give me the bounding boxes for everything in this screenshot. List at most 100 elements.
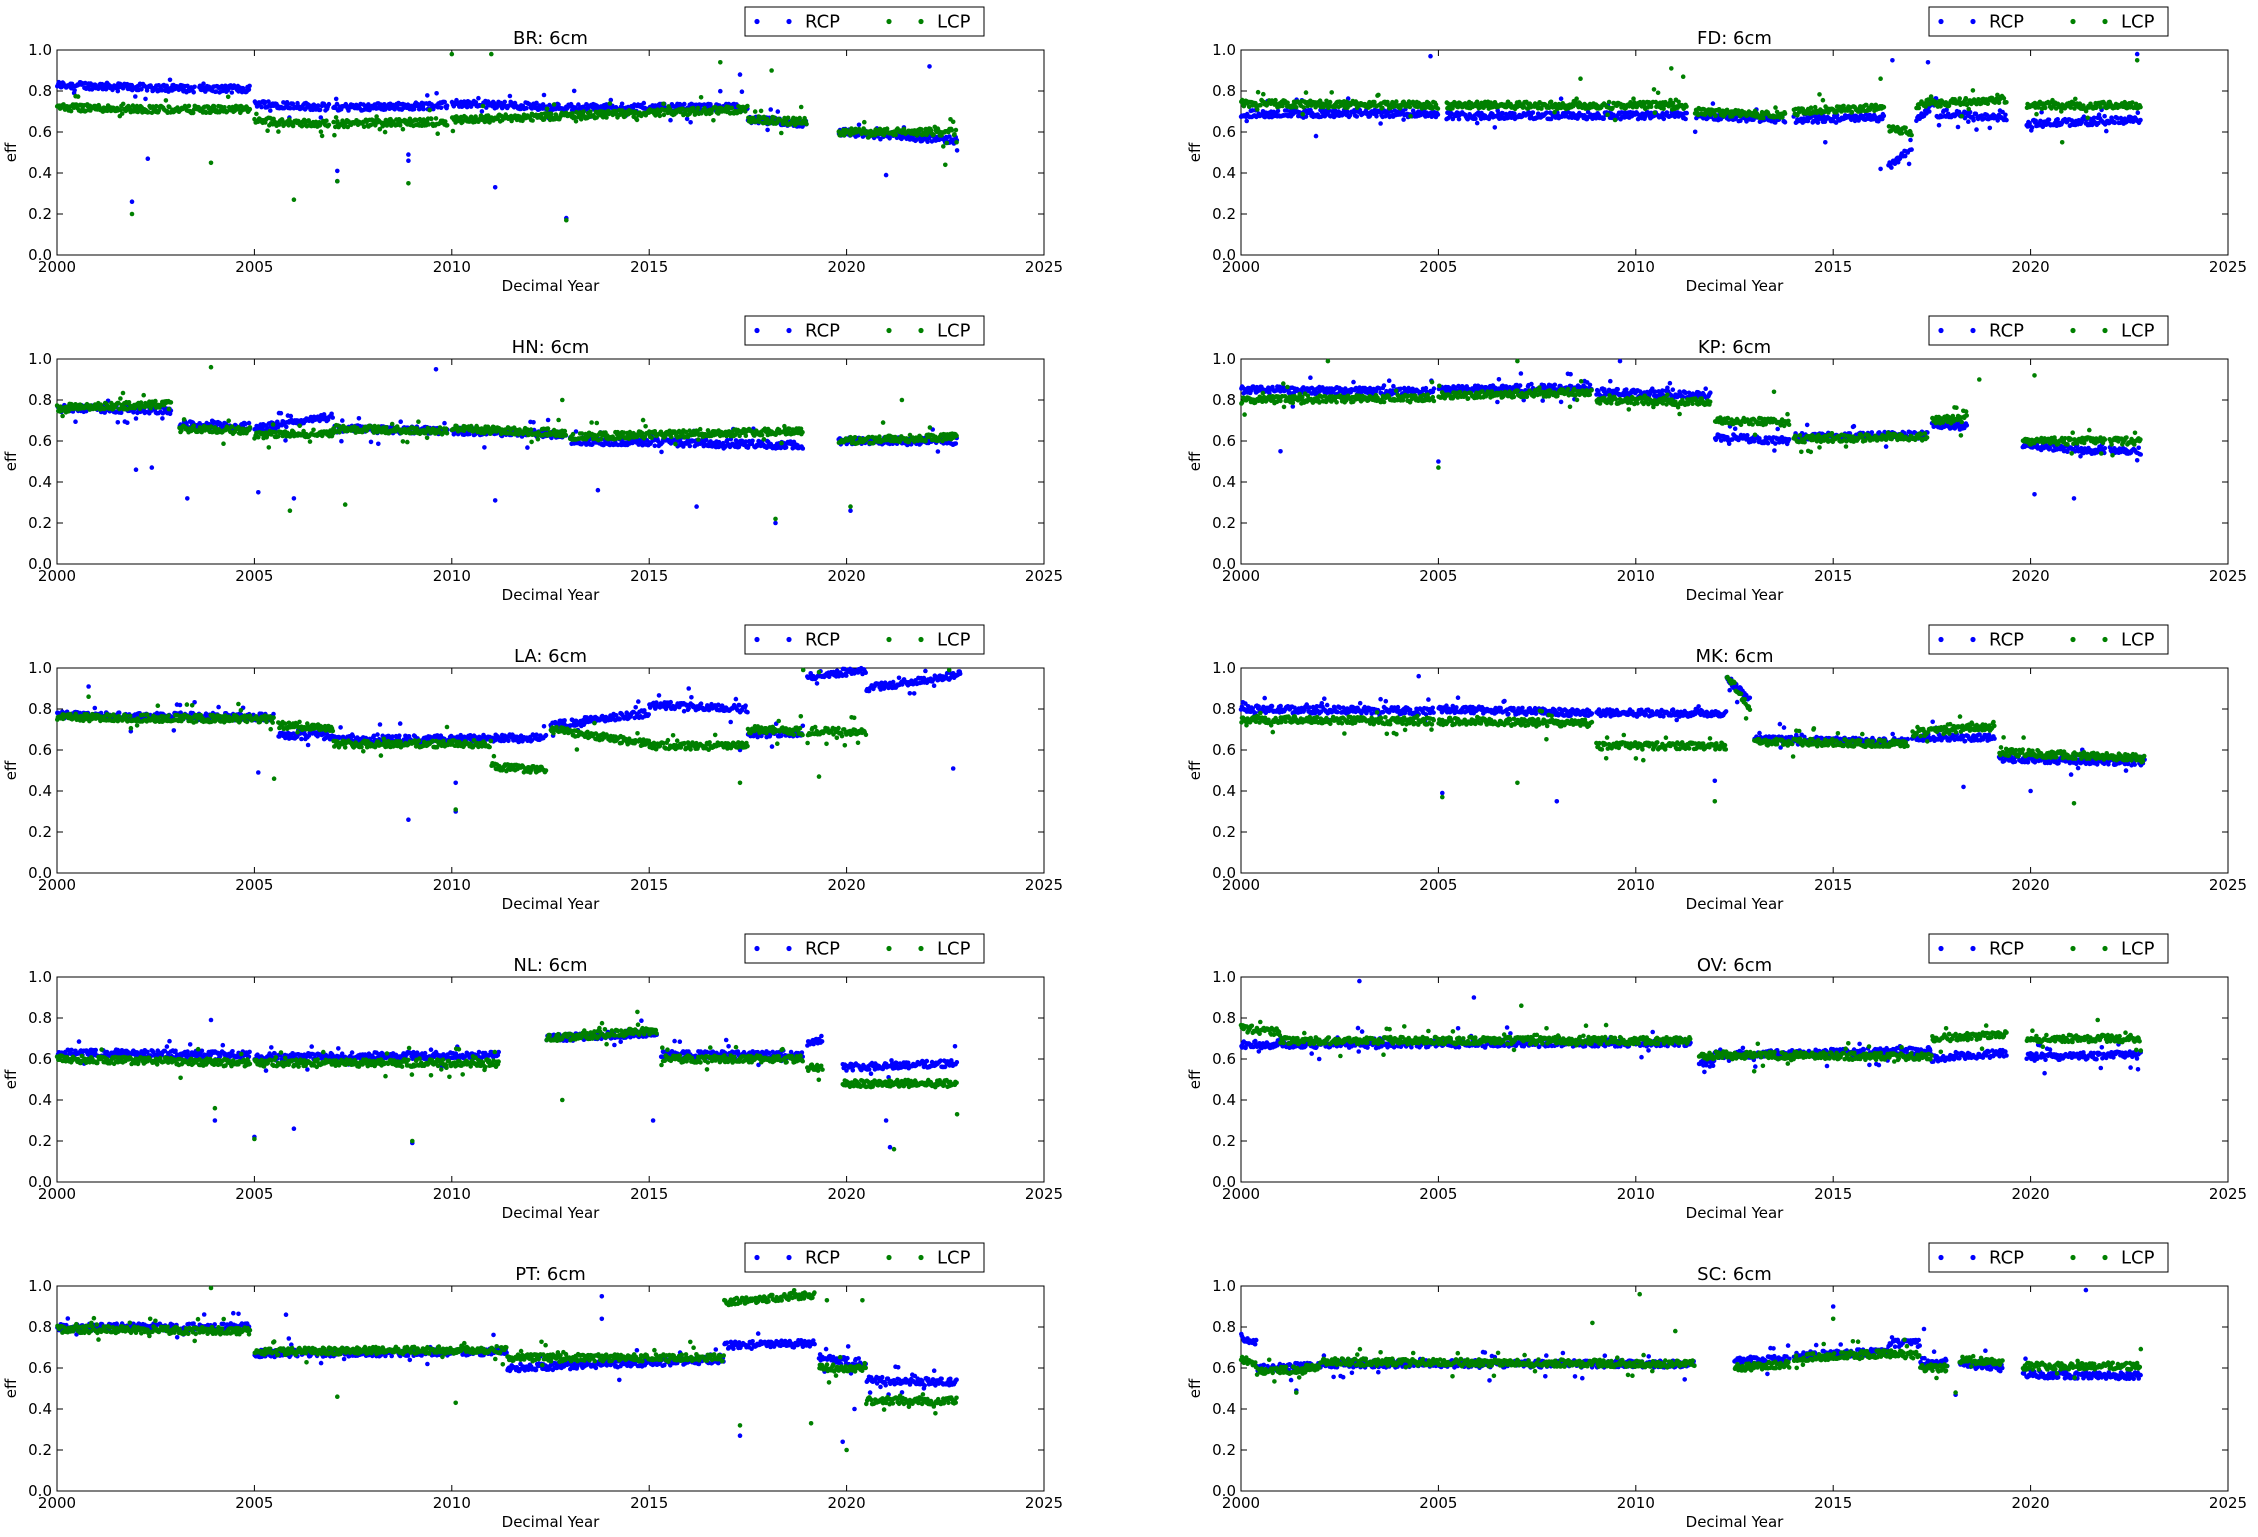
data-point [382, 129, 388, 135]
data-point [856, 122, 862, 128]
legend-marker [886, 18, 892, 25]
data-point [247, 83, 252, 89]
data-point [729, 105, 734, 111]
data-point [145, 156, 151, 161]
data-point [482, 445, 487, 450]
data-point [682, 101, 687, 107]
legend-marker [918, 18, 924, 25]
x-tick-label: 2025 [1025, 258, 1063, 276]
data-point [718, 88, 723, 94]
data-point [544, 106, 550, 112]
data-point [1648, 104, 1654, 109]
legend-marker [2102, 18, 2108, 25]
data-point [752, 109, 758, 114]
y-tick-label: 0.8 [1212, 82, 1236, 100]
data-point [378, 102, 384, 107]
data-point [769, 68, 774, 73]
chart-title: BR: 6cm [513, 28, 588, 49]
data-point [1925, 60, 1931, 65]
data-point [800, 446, 806, 451]
y-tick-label: 0.4 [28, 473, 52, 491]
x-tick-label: 2010 [433, 258, 471, 276]
data-point [688, 120, 693, 125]
x-tick-label: 2010 [433, 567, 471, 585]
data-point [429, 116, 434, 122]
legend: RCP LCP [1928, 6, 2169, 37]
data-point [318, 115, 324, 120]
x-tick-label: 2025 [2209, 258, 2247, 276]
x-tick-label: 2025 [1025, 567, 1063, 585]
data-point [1974, 127, 1979, 132]
data-point [588, 109, 593, 114]
data-point [129, 211, 135, 217]
data-point [564, 217, 569, 223]
y-tick-label: 0.8 [28, 82, 52, 100]
data-point [411, 106, 417, 112]
legend-marker [786, 18, 792, 25]
x-tick-label: 2000 [38, 258, 76, 276]
data-point [1294, 105, 1299, 110]
x-tick-label: 2010 [1617, 258, 1655, 276]
data-point [1428, 53, 1433, 59]
y-tick-label: 1.0 [28, 350, 52, 368]
data-point [619, 101, 625, 107]
data-point [581, 109, 586, 114]
x-tick-label: 2015 [630, 567, 668, 585]
data-point [779, 130, 784, 136]
data-point [476, 95, 481, 101]
data-point [464, 104, 470, 110]
data-point [159, 88, 165, 93]
data-point [607, 101, 613, 106]
data-point [2138, 104, 2143, 110]
y-tick-label: 0.0 [28, 555, 52, 573]
data-point [765, 127, 770, 133]
data-point [1710, 101, 1716, 106]
data-point [1255, 107, 1260, 112]
y-axis-label: eff [2, 142, 20, 162]
data-point [1692, 129, 1698, 135]
data-point [2029, 125, 2035, 130]
x-tick-label: 2015 [1814, 258, 1852, 276]
data-point [186, 103, 192, 109]
data-point [290, 101, 296, 106]
data-point [1881, 113, 1887, 119]
legend-label: RCP [805, 12, 840, 33]
legend: RCP LCP [744, 6, 985, 37]
data-point [326, 101, 332, 107]
data-point [398, 419, 404, 425]
data-point [739, 89, 745, 94]
data-point [1966, 119, 1971, 124]
data-point [524, 105, 529, 111]
data-point [1380, 105, 1385, 111]
data-point [1456, 116, 1462, 122]
data-point [1959, 113, 1964, 119]
data-point [1683, 116, 1688, 122]
data-point [335, 168, 340, 174]
legend-marker [1970, 18, 1976, 25]
data-point [1970, 88, 1976, 93]
data-point [1435, 106, 1441, 111]
data-point [163, 98, 169, 103]
y-tick-label: 1.0 [28, 41, 52, 59]
data-point [927, 64, 932, 69]
data-point [115, 420, 121, 425]
data-point [1955, 124, 1961, 130]
data-point [1605, 112, 1610, 117]
data-point [743, 109, 748, 114]
data-point [1473, 116, 1478, 121]
data-point [541, 92, 547, 98]
data-point [1530, 110, 1536, 115]
data-point [288, 413, 294, 419]
data-point [1909, 147, 1914, 152]
data-point [2134, 58, 2140, 63]
data-point [2004, 117, 2009, 123]
data-point [953, 127, 959, 133]
data-point [1655, 90, 1661, 96]
data-point [324, 118, 329, 123]
data-point [2001, 96, 2007, 101]
data-point [129, 199, 135, 204]
y-tick-label: 0.2 [28, 514, 52, 532]
y-tick-label: 0.6 [28, 432, 52, 450]
